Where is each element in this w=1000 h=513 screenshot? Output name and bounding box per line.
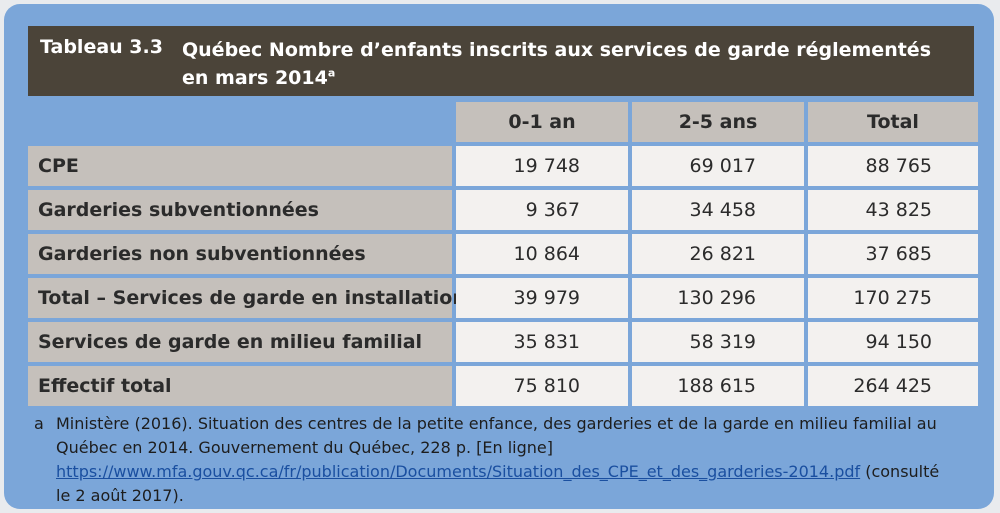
table-cell: 37 685 [808, 234, 978, 274]
table-cell: 88 765 [808, 146, 978, 186]
column-header: Total [808, 102, 978, 142]
table-cell: 264 425 [808, 366, 978, 406]
table-cell: 188 615 [632, 366, 804, 406]
table-title-bar: Tableau 3.3 Québec Nombre d’enfants insc… [28, 26, 974, 96]
title-footnote-mark: a [327, 66, 336, 80]
table-cell: 43 825 [808, 190, 978, 230]
row-label: Services de garde en milieu familial [28, 322, 452, 362]
column-header: 2-5 ans [632, 102, 804, 142]
row-label: CPE [28, 146, 452, 186]
table-title: Québec Nombre d’enfants inscrits aux ser… [182, 36, 942, 92]
footnote-text: Ministère (2016). Situation des centres … [56, 412, 956, 508]
table-cell: 39 979 [456, 278, 628, 318]
table-cell: 75 810 [456, 366, 628, 406]
table-cell: 26 821 [632, 234, 804, 274]
footnote-link[interactable]: https://www.mfa.gouv.qc.ca/fr/publicatio… [56, 462, 861, 481]
footnote-source: Ministère (2016). Situation des centres … [56, 414, 937, 457]
footnote-consulted: (consulté le 2 août 2017). [56, 462, 940, 505]
table-cell: 94 150 [808, 322, 978, 362]
table-number: Tableau 3.3 [40, 36, 163, 58]
table-cell: 130 296 [632, 278, 804, 318]
row-label: Effectif total [28, 366, 452, 406]
table-cell: 9 367 [456, 190, 628, 230]
row-label: Garderies non subventionnées [28, 234, 452, 274]
table-cell: 69 017 [632, 146, 804, 186]
row-label: Total – Services de garde en installatio… [28, 278, 466, 318]
table-cell: 19 748 [456, 146, 628, 186]
table-cell: 58 319 [632, 322, 804, 362]
table-cell: 10 864 [456, 234, 628, 274]
table-title-text: Québec Nombre d’enfants inscrits aux ser… [182, 39, 931, 89]
table-cell: 34 458 [632, 190, 804, 230]
footnote-mark: a [34, 414, 44, 433]
row-label: Garderies subventionnées [28, 190, 452, 230]
table-cell: 35 831 [456, 322, 628, 362]
table-cell: 170 275 [808, 278, 978, 318]
column-header: 0-1 an [456, 102, 628, 142]
